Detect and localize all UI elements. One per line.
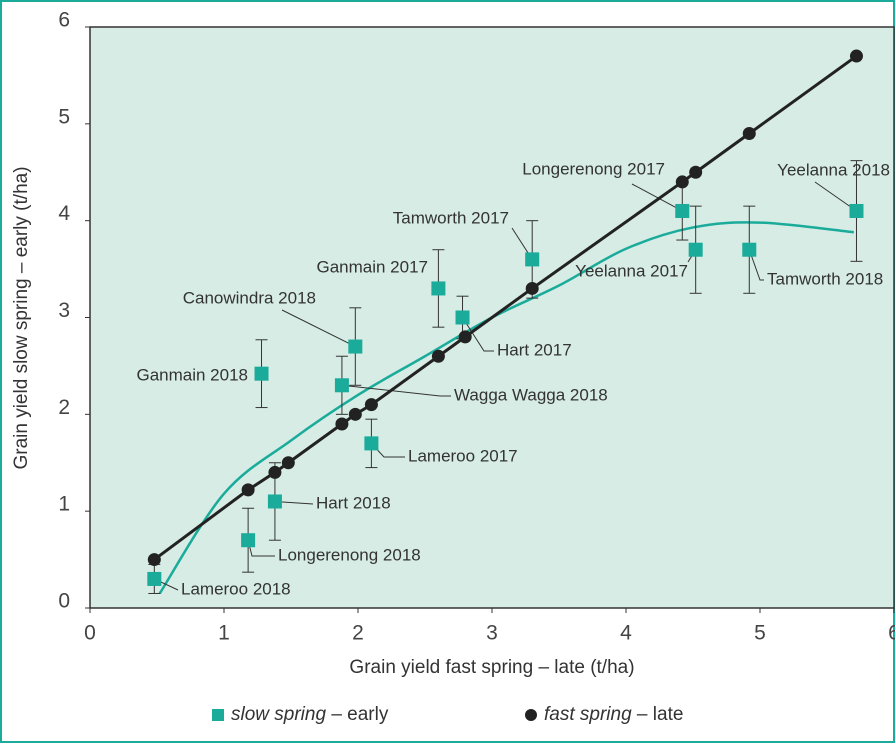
leader-line bbox=[281, 309, 356, 347]
point-label: Lameroo 2018 bbox=[181, 579, 291, 598]
point bbox=[742, 242, 757, 257]
point bbox=[241, 533, 256, 548]
point bbox=[364, 398, 378, 412]
leader-line bbox=[631, 183, 683, 212]
x-tick-label: 1 bbox=[218, 622, 230, 645]
leader-line bbox=[341, 384, 451, 397]
point bbox=[525, 252, 540, 267]
point bbox=[431, 349, 445, 363]
point bbox=[675, 175, 689, 189]
point bbox=[348, 407, 362, 421]
point bbox=[849, 49, 863, 63]
x-tick-label: 6 bbox=[888, 622, 895, 645]
y-tick-label: 4 bbox=[58, 202, 70, 225]
y-tick-label: 3 bbox=[58, 299, 70, 322]
x-tick-label: 4 bbox=[620, 622, 632, 645]
legend-label-rest: – early bbox=[326, 704, 389, 725]
point bbox=[675, 203, 690, 218]
y-tick-label: 2 bbox=[58, 396, 70, 419]
point-label: Ganmain 2018 bbox=[136, 365, 248, 384]
legend-marker bbox=[212, 709, 224, 721]
point bbox=[689, 165, 703, 179]
point-label: Longerenong 2017 bbox=[522, 159, 665, 178]
legend-label-italic: fast spring bbox=[544, 704, 632, 725]
point-label: Hart 2018 bbox=[316, 493, 391, 512]
legend-label-rest: – late bbox=[632, 704, 684, 725]
point bbox=[335, 417, 349, 431]
y-tick-label: 5 bbox=[58, 105, 70, 128]
x-tick-label: 2 bbox=[352, 622, 364, 645]
x-tick-label: 5 bbox=[754, 622, 766, 645]
point bbox=[268, 465, 282, 479]
point bbox=[147, 571, 162, 586]
point bbox=[334, 378, 349, 393]
point bbox=[147, 553, 161, 567]
y-tick-label: 6 bbox=[58, 9, 70, 32]
point bbox=[742, 127, 756, 141]
legend-label: slow spring – early bbox=[231, 704, 389, 725]
point bbox=[281, 456, 295, 470]
point-label: Yeelanna 2017 bbox=[575, 261, 688, 280]
leader-line bbox=[462, 317, 494, 352]
point bbox=[525, 281, 539, 295]
point bbox=[348, 339, 363, 354]
x-tick-label: 0 bbox=[84, 622, 96, 645]
point bbox=[688, 242, 703, 257]
leader-line bbox=[748, 249, 764, 281]
point-label: Hart 2017 bbox=[497, 340, 572, 359]
point-label: Canowindra 2018 bbox=[183, 288, 316, 307]
point bbox=[849, 203, 864, 218]
point bbox=[364, 436, 379, 451]
x-tick-label: 3 bbox=[486, 622, 498, 645]
point bbox=[241, 483, 255, 497]
y-tick-label: 1 bbox=[58, 493, 70, 516]
point-label: Ganmain 2017 bbox=[316, 257, 428, 276]
point-label: Tamworth 2018 bbox=[767, 269, 883, 288]
y-tick-label: 0 bbox=[58, 590, 70, 613]
point-label: Longerenong 2018 bbox=[278, 545, 421, 564]
point-label: Tamworth 2017 bbox=[393, 208, 509, 227]
legend-label: fast spring – late bbox=[544, 704, 683, 725]
point bbox=[267, 494, 282, 509]
x-axis-label: Grain yield fast spring – late (t/ha) bbox=[349, 657, 634, 678]
legend-label-italic: slow spring bbox=[231, 704, 326, 725]
point bbox=[431, 281, 446, 296]
point bbox=[458, 330, 472, 344]
point-label: Wagga Wagga 2018 bbox=[454, 385, 608, 404]
point bbox=[254, 366, 269, 381]
point bbox=[455, 310, 470, 325]
y-axis-label: Grain yield slow spring – early (t/ha) bbox=[11, 166, 32, 469]
point-label: Yeelanna 2018 bbox=[777, 160, 890, 179]
point-label: Lameroo 2017 bbox=[408, 446, 518, 465]
legend-marker bbox=[525, 709, 537, 721]
